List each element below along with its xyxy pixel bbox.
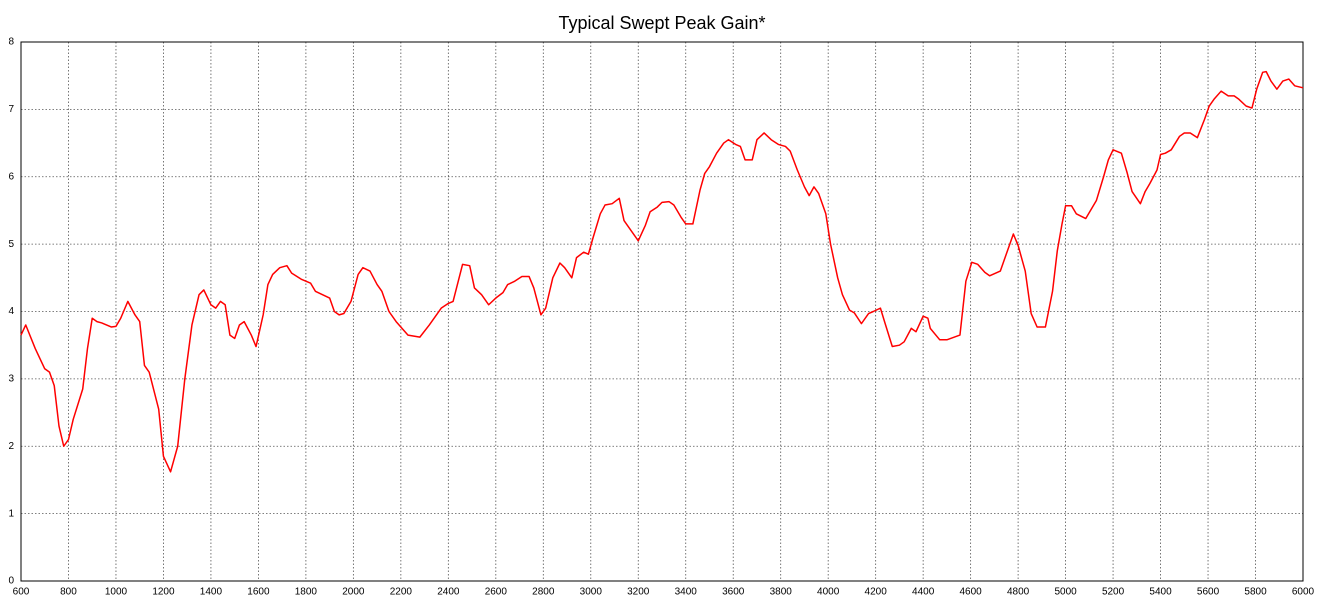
x-tick-label: 4000 <box>817 587 840 598</box>
x-tick-label: 3200 <box>627 587 650 598</box>
x-tick-label: 6000 <box>1292 587 1315 598</box>
plot-frame <box>20 41 1304 582</box>
y-tick-label: 5 <box>8 239 14 250</box>
y-tick-label: 7 <box>8 104 14 115</box>
x-tick-label: 1000 <box>105 587 128 598</box>
y-tick-label: 8 <box>8 37 14 48</box>
x-tick-label: 4400 <box>912 587 935 598</box>
y-tick-label: 6 <box>8 171 14 182</box>
y-tick-label: 0 <box>8 576 14 587</box>
x-tick-label: 3000 <box>580 587 603 598</box>
x-tick-label: 2800 <box>532 587 555 598</box>
x-tick-label: 4200 <box>865 587 888 598</box>
x-tick-label: 1400 <box>200 587 223 598</box>
y-tick-label: 2 <box>8 441 14 452</box>
x-tick-label: 3400 <box>675 587 698 598</box>
x-tick-label: 800 <box>60 587 77 598</box>
x-tick-label: 2400 <box>437 587 460 598</box>
x-tick-label: 3800 <box>770 587 793 598</box>
y-tick-label: 3 <box>8 374 14 385</box>
x-tick-label: 5000 <box>1054 587 1077 598</box>
x-tick-label: 5800 <box>1244 587 1267 598</box>
x-tick-label: 2600 <box>485 587 508 598</box>
x-tick-label: 1800 <box>295 587 318 598</box>
x-tick-label: 5600 <box>1197 587 1220 598</box>
data-line <box>20 70 1304 473</box>
x-tick-label: 4600 <box>960 587 983 598</box>
x-tick-label: 3600 <box>722 587 745 598</box>
chart-title: Typical Swept Peak Gain* <box>558 13 765 33</box>
x-tick-label: 2000 <box>342 587 365 598</box>
y-tick-label: 4 <box>8 306 14 317</box>
x-tick-label: 2200 <box>390 587 413 598</box>
x-tick-label: 5400 <box>1149 587 1172 598</box>
x-tick-label: 5200 <box>1102 587 1125 598</box>
x-tick-label: 1200 <box>152 587 175 598</box>
x-tick-label: 600 <box>13 587 30 598</box>
y-tick-label: 1 <box>8 508 14 519</box>
x-tick-label: 4800 <box>1007 587 1030 598</box>
x-tick-label: 1600 <box>247 587 270 598</box>
